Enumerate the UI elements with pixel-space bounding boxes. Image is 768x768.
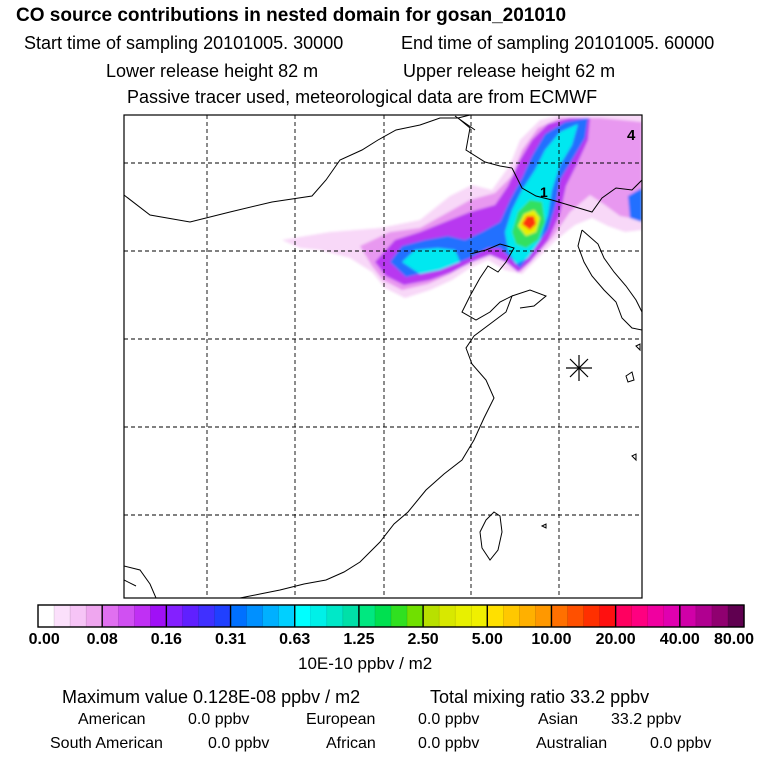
colorbar-cell: [423, 605, 440, 627]
colorbar-cell: [439, 605, 456, 627]
colorbar-cell: [38, 605, 55, 627]
colorbar-tick-label: 0.08: [86, 631, 118, 648]
colorbar-cell: [86, 605, 103, 627]
contour-label-4: 4: [627, 127, 636, 144]
contribution-australian-value: 0.0 ppbv: [650, 735, 712, 752]
colorbar-cell: [551, 605, 569, 627]
colorbar-cell: [487, 605, 504, 627]
end-time-label: End time of sampling 20101005. 60000: [401, 33, 715, 53]
colorbar-cell: [54, 605, 71, 627]
colorbar-cell: [358, 605, 376, 627]
colorbar-cell: [695, 605, 713, 627]
taiwan: [479, 511, 503, 561]
plume-band-cyan: [402, 248, 460, 274]
colorbar-cell: [118, 605, 135, 627]
colorbar-tick-label: 0.63: [279, 631, 311, 648]
colorbar-tick-label: 10.00: [531, 631, 572, 648]
colorbar-tick-label: 40.00: [659, 631, 700, 648]
colorbar-cell: [407, 605, 424, 627]
colorbar-cell: [599, 605, 617, 627]
receptor-star-icon: [566, 355, 592, 381]
contribution-south-american-name: South American: [50, 735, 163, 752]
contribution-asian-name: Asian: [538, 711, 579, 728]
colorbar-cell: [711, 605, 729, 627]
colorbar-cell: [727, 605, 745, 627]
colorbar-cell: [310, 605, 328, 627]
colorbar-tick-label: 80.00: [713, 631, 755, 648]
total-mixing-ratio: Total mixing ratio 33.2 ppbv: [430, 687, 650, 707]
colorbar-tick-label: 5.00: [471, 631, 503, 648]
start-time-label: Start time of sampling 20101005. 30000: [24, 33, 344, 53]
colorbar-cell: [663, 605, 681, 627]
contribution-european-value: 0.0 ppbv: [418, 711, 480, 728]
colorbar-cell: [166, 605, 184, 627]
colorbar-cell: [679, 605, 697, 627]
colorbar-cell: [374, 605, 392, 627]
colorbar-cell: [455, 605, 472, 627]
contribution-asian-value: 33.2 ppbv: [611, 711, 682, 728]
tracer-plume: [282, 115, 642, 298]
korea-islands: [540, 343, 641, 529]
plume-band-red: [522, 216, 536, 230]
contribution-african-value: 0.0 ppbv: [418, 735, 480, 752]
colorbar-cell: [294, 605, 312, 627]
colorbar-frame: [37, 604, 745, 628]
plume-east-edge: [628, 188, 642, 222]
colorbar-cell: [471, 605, 488, 627]
colorbar-cell: [278, 605, 296, 627]
colorbar-cell: [182, 605, 200, 627]
shandong-peninsula: [511, 289, 547, 309]
lower-release-label: Lower release height 82 m: [106, 61, 319, 81]
colorbar-tick-label: 0.31: [214, 631, 247, 648]
colorbar-cell: [535, 605, 553, 627]
colorbar-tick-label: 0.00: [28, 631, 60, 648]
colorbar-cell: [503, 605, 520, 627]
colorbar-tick-label: 1.25: [343, 631, 375, 648]
contribution-african-name: African: [326, 735, 376, 752]
upper-release-label: Upper release height 62 m: [403, 61, 616, 81]
colorbar-cell: [230, 605, 248, 627]
colorbar-cell: [631, 605, 649, 627]
chart-title: CO source contributions in nested domain…: [16, 5, 567, 26]
colorbar-cell: [342, 605, 360, 627]
colorbar-tick-label: 20.00: [595, 631, 636, 648]
colorbar-cell: [391, 605, 408, 627]
tracer-label: Passive tracer used, meteorological data…: [127, 87, 598, 107]
colorbar-cell: [647, 605, 665, 627]
maximum-value: Maximum value 0.128E-08 ppbv / m2: [62, 687, 361, 707]
contribution-american-name: American: [78, 711, 146, 728]
colorbar-cell: [150, 605, 167, 627]
contribution-european-name: European: [306, 711, 376, 728]
contribution-south-american-value: 0.0 ppbv: [208, 735, 270, 752]
northeast-border: [511, 167, 642, 213]
colorbar-cell: [246, 605, 264, 627]
colorbar-cell: [214, 605, 232, 627]
mongolia-border: [124, 117, 513, 223]
lat-lon-grid: [124, 115, 642, 598]
colorbar-cell: [134, 605, 151, 627]
contribution-american-value: 0.0 ppbv: [188, 711, 250, 728]
colorbar-cell: [567, 605, 585, 627]
colorbar-cell: [519, 605, 537, 627]
colorbar-tick-label: 0.16: [150, 631, 182, 648]
colorbar-unit: 10E-10 ppbv / m2: [298, 654, 433, 673]
contribution-australian-name: Australian: [536, 735, 608, 752]
map-frame: [123, 114, 643, 599]
colorbar-cell: [262, 605, 280, 627]
inner-boundary: [124, 565, 157, 598]
colorbar-cell: [326, 605, 344, 627]
colorbar-cell: [70, 605, 87, 627]
colorbar-tick-label: 2.50: [407, 631, 439, 648]
bohai-coast: [239, 243, 515, 598]
colorbar-cell: [102, 605, 119, 627]
colorbar-cell: [583, 605, 601, 627]
colorbar-cell: [615, 605, 633, 627]
colorbar-cell: [198, 605, 216, 627]
plume-east-top: [628, 126, 642, 160]
contour-label-1: 1: [540, 184, 548, 200]
